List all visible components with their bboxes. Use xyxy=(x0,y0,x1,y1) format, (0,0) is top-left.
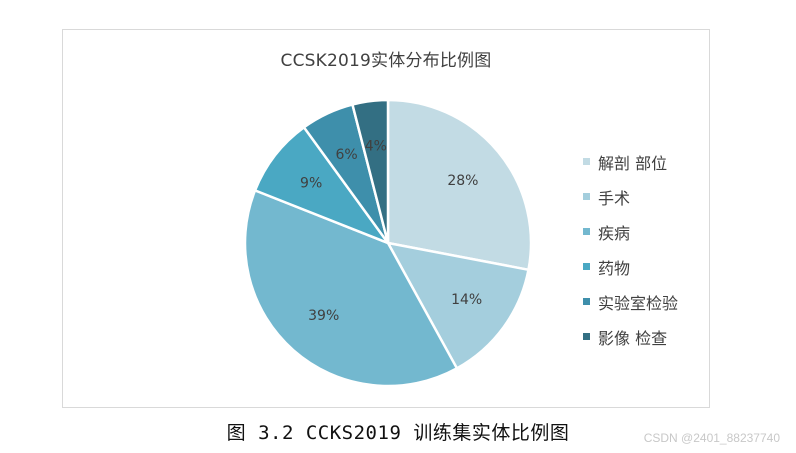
data-label-surgery: 14% xyxy=(451,292,482,308)
legend-label: 实验室检验 xyxy=(598,293,679,313)
legend-swatch xyxy=(583,193,590,200)
legend-label: 疾病 xyxy=(598,223,631,243)
legend-swatch xyxy=(583,298,590,305)
data-label-lab-test: 6% xyxy=(335,147,357,163)
pie-slice-anatomy xyxy=(386,98,533,272)
legend-label: 手术 xyxy=(598,188,631,208)
data-label-anatomy: 28% xyxy=(447,173,478,189)
figure-caption: 图 3.2 CCKS2019 训练集实体比例图 xyxy=(226,422,570,444)
legend-label: 药物 xyxy=(598,258,631,278)
legend-swatch xyxy=(583,333,590,340)
legend-label: 影像 检查 xyxy=(598,328,668,348)
legend-label: 解剖 部位 xyxy=(598,153,668,173)
pie-slice-imaging xyxy=(351,98,390,245)
legend-item-anatomy: 解剖 部位 xyxy=(583,144,678,179)
pie-slice-disease xyxy=(243,189,459,388)
data-label-disease: 39% xyxy=(308,308,339,324)
legend-swatch xyxy=(583,263,590,270)
legend: 解剖 部位 手术 疾病 药物 实验室检验 影像 检查 xyxy=(583,144,678,354)
chart-title: CCSK2019实体分布比例图 xyxy=(280,51,492,71)
legend-swatch xyxy=(583,158,590,165)
pie-chart: 28% 14% 39% 9% 6% 4% xyxy=(243,98,533,388)
legend-item-surgery: 手术 xyxy=(583,179,678,214)
pie-slice-drug xyxy=(253,126,390,245)
data-label-drug: 9% xyxy=(300,175,322,191)
pie-slice-surgery xyxy=(386,241,530,370)
watermark: CSDN @2401_88237740 xyxy=(643,431,780,445)
data-label-imaging: 4% xyxy=(365,139,387,155)
legend-item-imaging: 影像 检查 xyxy=(583,319,678,354)
legend-item-drug: 药物 xyxy=(583,249,678,284)
chart-frame: CCSK2019实体分布比例图 28% 14% 39% 9% 6% 4% 解剖 部位 手术… xyxy=(62,29,710,408)
legend-swatch xyxy=(583,228,590,235)
legend-item-disease: 疾病 xyxy=(583,214,678,249)
legend-item-lab-test: 实验室检验 xyxy=(583,284,678,319)
